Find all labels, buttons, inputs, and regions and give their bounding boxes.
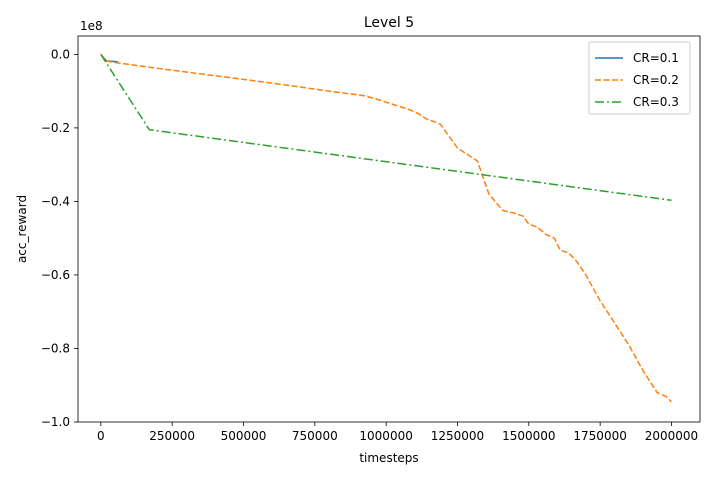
chart-title: Level 5	[364, 15, 414, 31]
y-axis: 0.0 −0.2 −0.4 −0.6 −0.8 −1.0	[41, 47, 78, 429]
x-tick-label: 250000	[149, 429, 195, 443]
y-axis-offset-text: 1e8	[80, 19, 103, 33]
legend-box	[588, 41, 691, 115]
x-tick-label: 2000000	[645, 429, 698, 443]
y-tick-label: −0.4	[41, 194, 70, 208]
y-axis-label: acc_reward	[15, 195, 29, 263]
x-tick-label: 750000	[292, 429, 338, 443]
series-line-cr-0-3	[100, 53, 672, 202]
y-tick-label: −0.8	[41, 341, 70, 355]
x-axis: 0 250000 500000 750000 1000000 1250000 1500000…	[97, 422, 698, 443]
legend-label: CR=0.1	[633, 51, 679, 65]
y-tick-label: 0.0	[51, 47, 70, 61]
plot-frame	[77, 35, 701, 423]
y-tick-label: −1.0	[41, 415, 70, 429]
legend-label: CR=0.3	[633, 95, 679, 109]
legend-label: CR=0.2	[633, 73, 679, 87]
x-tick-label: 1250000	[431, 429, 484, 443]
y-tick-label: −0.2	[41, 121, 70, 135]
x-tick-label: 1750000	[573, 429, 626, 443]
x-axis-label: timesteps	[359, 451, 418, 465]
legend: CR=0.1 CR=0.2 CR=0.3	[588, 41, 691, 115]
series-line-cr-0-2	[100, 53, 673, 403]
x-tick-label: 0	[97, 429, 105, 443]
plot-lines	[100, 53, 673, 403]
x-tick-label: 500000	[221, 429, 267, 443]
x-tick-label: 1500000	[502, 429, 555, 443]
y-tick-label: −0.6	[41, 268, 70, 282]
x-tick-label: 1000000	[359, 429, 412, 443]
